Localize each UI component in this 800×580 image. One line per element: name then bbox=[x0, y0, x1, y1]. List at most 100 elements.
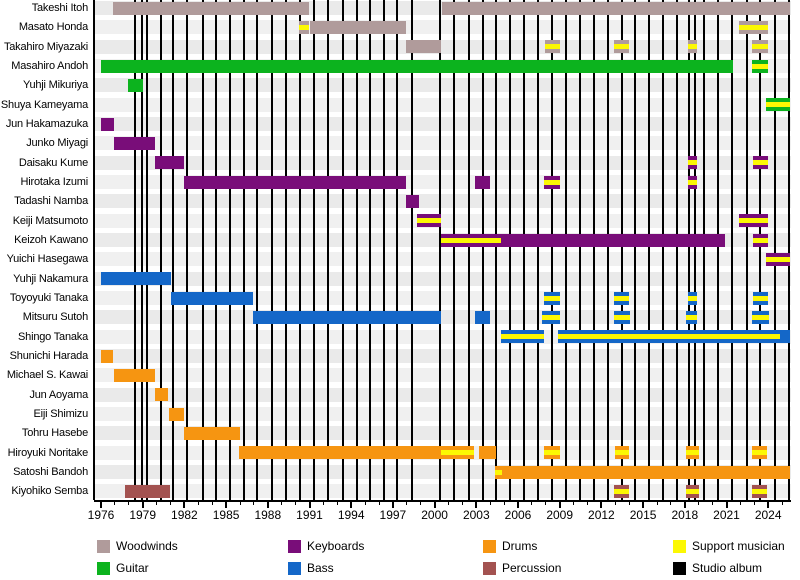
timeline-bar bbox=[501, 233, 726, 247]
row-band bbox=[94, 426, 791, 441]
album-line bbox=[467, 0, 470, 500]
album-line bbox=[368, 0, 371, 500]
x-axis-line bbox=[94, 500, 791, 502]
major-tick bbox=[141, 502, 144, 508]
major-tick bbox=[266, 502, 269, 508]
member-label: Jun Aoyama bbox=[29, 388, 88, 401]
member-label: Shuya Kameyama bbox=[0, 98, 88, 111]
row-band bbox=[94, 117, 791, 132]
support-musician-stripe bbox=[545, 44, 560, 50]
timeline-bar bbox=[613, 40, 629, 54]
album-line bbox=[186, 0, 189, 500]
album-line bbox=[410, 0, 413, 500]
album-line bbox=[341, 0, 344, 500]
tick-label: 1979 bbox=[129, 508, 157, 522]
album-line bbox=[758, 0, 761, 500]
timeline-bar bbox=[239, 446, 441, 460]
tick-label: 2015 bbox=[629, 508, 657, 522]
minor-tick bbox=[406, 502, 408, 505]
album-line bbox=[551, 0, 554, 500]
legend-label: Studio album bbox=[692, 561, 763, 575]
support-musician-stripe bbox=[687, 179, 698, 185]
timeline-bar bbox=[406, 40, 441, 54]
album-line bbox=[523, 0, 526, 500]
member-label: Takahiro Miyazaki bbox=[3, 40, 88, 53]
tick-label: 1982 bbox=[171, 508, 198, 522]
minor-tick bbox=[378, 502, 380, 505]
album-line bbox=[495, 0, 498, 500]
support-musician-stripe bbox=[686, 488, 699, 494]
minor-tick bbox=[573, 502, 575, 505]
minor-tick bbox=[461, 502, 463, 505]
tick-label: 1988 bbox=[254, 508, 282, 522]
timeline-bar bbox=[441, 1, 790, 15]
legend-label: Bass bbox=[307, 561, 334, 575]
support-musician-stripe bbox=[299, 24, 310, 30]
tick-label: 2006 bbox=[504, 508, 532, 522]
timeline-bar bbox=[687, 291, 698, 305]
album-line bbox=[745, 0, 748, 500]
member-label: Takeshi Itoh bbox=[31, 2, 89, 15]
timeline-bar bbox=[502, 465, 790, 479]
major-tick bbox=[642, 502, 645, 508]
album-line bbox=[648, 0, 651, 500]
album-line bbox=[453, 0, 456, 500]
timeline-bar bbox=[739, 20, 769, 34]
tick-label: 2018 bbox=[671, 508, 699, 522]
minor-tick bbox=[503, 502, 505, 505]
album-line bbox=[661, 0, 664, 500]
timeline-bar bbox=[155, 388, 169, 402]
album-line bbox=[284, 0, 287, 500]
timeline-bar bbox=[169, 407, 184, 421]
album-line bbox=[327, 0, 330, 500]
album-line bbox=[312, 0, 315, 500]
minor-tick bbox=[295, 502, 297, 505]
timeline-bar bbox=[544, 291, 560, 305]
minor-tick bbox=[420, 502, 422, 505]
timeline-bar bbox=[613, 484, 630, 498]
timeline-bar bbox=[125, 484, 171, 498]
album-line bbox=[774, 0, 777, 500]
timeline-bar bbox=[687, 156, 698, 170]
album-line bbox=[214, 0, 217, 500]
album-line bbox=[788, 0, 791, 500]
timeline-bar bbox=[751, 446, 767, 460]
album-line bbox=[298, 0, 301, 500]
support-musician-stripe bbox=[613, 488, 630, 494]
timeline-bar bbox=[406, 194, 419, 208]
timeline-bar bbox=[766, 98, 790, 112]
member-label: Mitsuru Sutoh bbox=[22, 311, 88, 324]
member-label: Shingo Tanaka bbox=[18, 330, 88, 343]
minor-tick bbox=[656, 502, 658, 505]
legend-swatch-bass bbox=[288, 562, 301, 575]
support-musician-stripe bbox=[752, 44, 769, 50]
support-musician-stripe bbox=[752, 295, 769, 301]
legend-swatch-keyboards bbox=[288, 540, 301, 553]
member-label: Satoshi Bandoh bbox=[13, 466, 88, 479]
timeline-bar bbox=[544, 175, 560, 189]
minor-tick bbox=[489, 502, 491, 505]
support-musician-stripe bbox=[440, 237, 502, 243]
row-band bbox=[94, 271, 791, 286]
support-musician-stripe bbox=[766, 256, 790, 262]
member-label: Tadashi Namba bbox=[14, 195, 88, 208]
timeline-bar bbox=[752, 156, 769, 170]
timeline-bar bbox=[615, 446, 630, 460]
support-musician-stripe bbox=[495, 469, 502, 475]
album-line bbox=[382, 0, 385, 500]
tick-label: 1994 bbox=[337, 508, 365, 522]
timeline-bar bbox=[766, 252, 790, 266]
timeline-bar bbox=[252, 310, 441, 324]
major-tick bbox=[767, 502, 770, 508]
member-label: Eiji Shimizu bbox=[33, 408, 89, 421]
row-band bbox=[94, 155, 791, 170]
support-musician-stripe bbox=[686, 314, 698, 320]
album-line bbox=[717, 0, 720, 500]
legend-label: Woodwinds bbox=[116, 539, 178, 553]
timeline-bar bbox=[113, 368, 156, 382]
support-musician-stripe bbox=[613, 295, 630, 301]
minor-tick bbox=[698, 502, 700, 505]
member-label: Shunichi Harada bbox=[9, 350, 89, 363]
support-musician-stripe bbox=[752, 237, 769, 243]
legend-label: Support musician bbox=[692, 539, 785, 553]
